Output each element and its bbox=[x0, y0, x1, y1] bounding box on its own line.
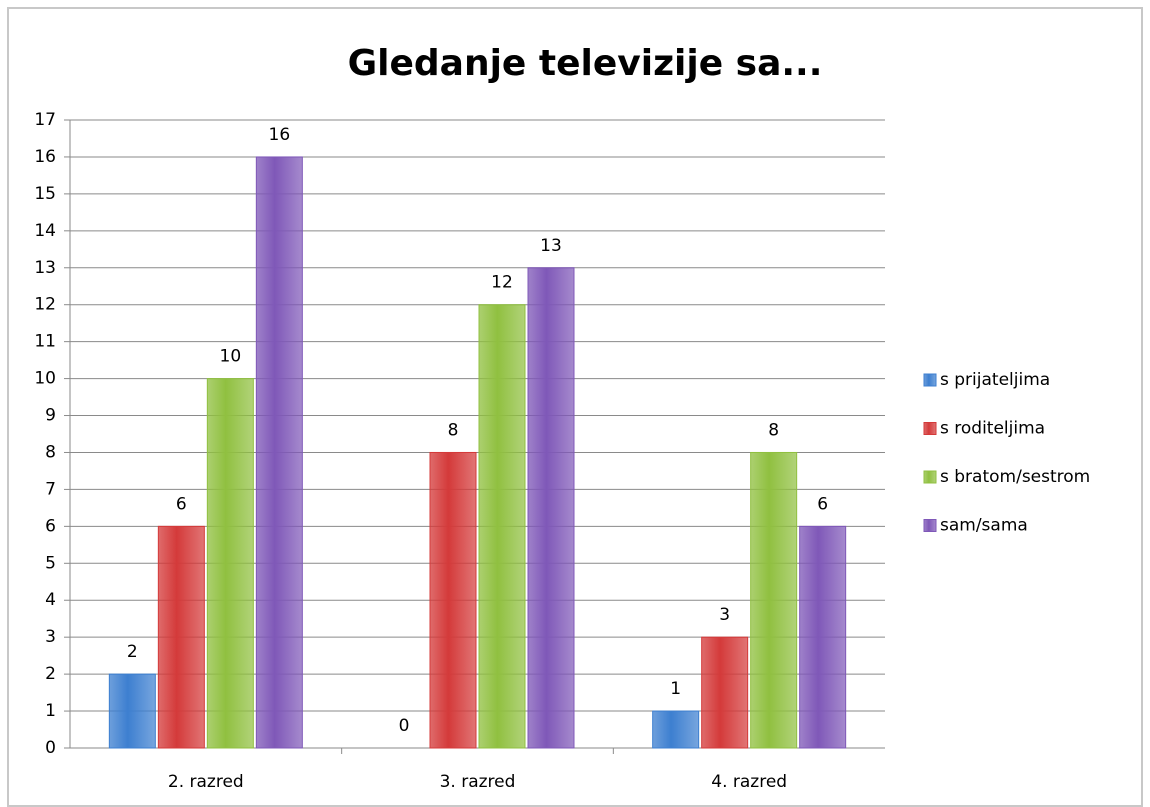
chart-title: Gledanje televizije sa... bbox=[348, 43, 823, 84]
y-tick-label: 12 bbox=[34, 295, 56, 315]
data-label: 13 bbox=[540, 236, 562, 256]
legend-swatch bbox=[923, 422, 937, 435]
bar bbox=[255, 156, 303, 749]
y-tick-label: 15 bbox=[34, 184, 56, 204]
y-tick-label: 7 bbox=[45, 479, 56, 499]
y-tick-label: 8 bbox=[45, 442, 56, 462]
bar bbox=[652, 710, 700, 749]
bar bbox=[157, 525, 205, 749]
bar bbox=[701, 636, 749, 749]
x-tick-label: 2. razred bbox=[168, 772, 244, 792]
y-tick-label: 9 bbox=[45, 406, 56, 426]
data-label: 10 bbox=[220, 347, 242, 367]
data-label: 8 bbox=[768, 420, 779, 440]
bar bbox=[750, 451, 798, 749]
bar bbox=[527, 267, 575, 749]
bar bbox=[108, 673, 156, 749]
legend-swatch bbox=[923, 373, 937, 387]
legend-label: sam/sama bbox=[940, 516, 1028, 536]
legend-swatch bbox=[923, 519, 937, 532]
bar bbox=[478, 304, 526, 749]
bar bbox=[799, 525, 847, 749]
legend-label: s prijateljima bbox=[940, 370, 1050, 390]
data-label: 3 bbox=[719, 605, 730, 625]
data-label: 16 bbox=[269, 125, 291, 145]
legend-label: s roditeljima bbox=[940, 419, 1045, 439]
y-tick-label: 5 bbox=[45, 553, 56, 573]
bar bbox=[206, 378, 254, 749]
data-label: 1 bbox=[670, 679, 681, 699]
y-tick-label: 4 bbox=[45, 590, 56, 610]
x-tick-label: 4. razred bbox=[711, 772, 787, 792]
legend-label: s bratom/sestrom bbox=[940, 467, 1090, 487]
y-tick-label: 13 bbox=[34, 258, 56, 278]
y-tick-label: 1 bbox=[45, 701, 56, 721]
y-tick-label: 0 bbox=[45, 738, 56, 758]
data-label: 12 bbox=[491, 273, 513, 293]
bar bbox=[429, 451, 477, 749]
y-tick-label: 6 bbox=[45, 516, 56, 536]
y-tick-label: 14 bbox=[34, 221, 56, 241]
y-tick-label: 10 bbox=[34, 369, 56, 389]
data-label: 2 bbox=[127, 642, 138, 662]
data-label: 8 bbox=[448, 420, 459, 440]
y-tick-label: 11 bbox=[34, 332, 56, 352]
y-tick-label: 16 bbox=[34, 147, 56, 167]
data-label: 0 bbox=[399, 716, 410, 736]
data-label: 6 bbox=[817, 494, 828, 514]
data-label: 6 bbox=[176, 494, 187, 514]
y-tick-label: 2 bbox=[45, 664, 56, 684]
y-tick-label: 3 bbox=[45, 627, 56, 647]
x-tick-label: 3. razred bbox=[440, 772, 516, 792]
y-tick-label: 17 bbox=[34, 110, 56, 130]
legend-swatch bbox=[923, 470, 937, 484]
